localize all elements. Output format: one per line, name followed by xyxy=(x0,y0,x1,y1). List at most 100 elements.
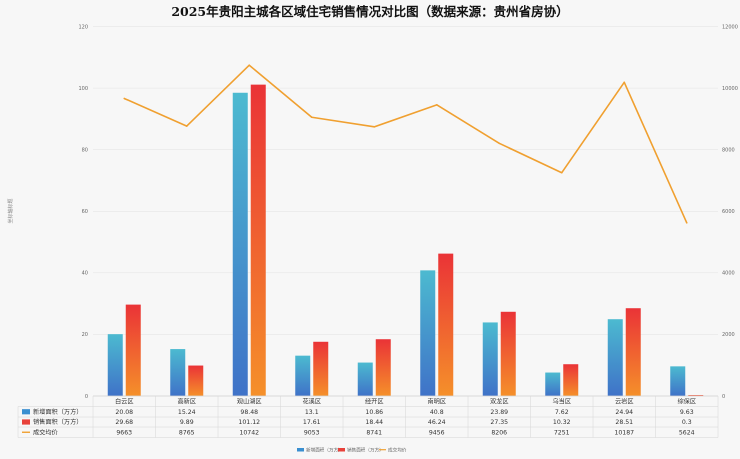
data-label: 29.68 xyxy=(115,419,133,426)
bars xyxy=(93,84,718,397)
bar-sold-area xyxy=(188,365,204,396)
table-series-name: 销售面积（万方） xyxy=(33,418,83,426)
data-label: 9053 xyxy=(304,429,320,436)
data-label: 20.08 xyxy=(115,409,133,416)
legend: 新增面积（万方） 销售面积（万方） 成交均价 xyxy=(297,446,407,453)
bar-new-area xyxy=(607,319,623,396)
bar-new-area xyxy=(420,270,436,396)
data-label: 7251 xyxy=(554,429,570,436)
y-right-tick-label: 4000 xyxy=(722,271,735,277)
y-left-tick-label: 120 xyxy=(78,24,88,30)
data-label: 8741 xyxy=(366,429,382,436)
x-tick-label: 双龙区 xyxy=(490,397,509,405)
data-label: 24.94 xyxy=(615,409,633,416)
price-point xyxy=(498,142,501,145)
y-right-tick-label: 2000 xyxy=(722,332,735,338)
y-right-tick-label: 8000 xyxy=(722,147,735,153)
gridlines xyxy=(93,26,718,397)
bar-sold-area xyxy=(313,341,329,396)
y-left-tick-label: 80 xyxy=(82,147,88,153)
y-right-tick-label: 10000 xyxy=(722,86,738,92)
data-label: 0.3 xyxy=(682,419,692,426)
y-axis-title: 坐标轴标题 xyxy=(7,198,14,223)
data-label: 15.24 xyxy=(178,409,196,416)
price-point xyxy=(623,81,626,84)
y-right-tick-label: 12000 xyxy=(722,24,738,30)
data-label: 10742 xyxy=(239,429,259,436)
table-series-name: 成交均价 xyxy=(33,428,58,436)
bar-sold-area xyxy=(125,304,141,396)
data-label: 10.86 xyxy=(365,409,383,416)
y-left-tick-label: 100 xyxy=(78,86,88,92)
legend-label: 新增面积（万方） xyxy=(306,446,343,453)
x-tick-label: 观山湖区 xyxy=(237,397,262,405)
bar-new-area xyxy=(482,322,498,396)
bar-sold-area xyxy=(438,253,454,396)
legend-key xyxy=(338,448,345,452)
data-label: 9.89 xyxy=(180,419,194,426)
table-series-key xyxy=(22,419,30,425)
x-tick-label: 乌当区 xyxy=(552,397,571,405)
data-label: 7.62 xyxy=(555,409,569,416)
x-tick-label: 云岩区 xyxy=(615,397,634,405)
price-point xyxy=(560,171,563,174)
bar-sold-area xyxy=(250,84,266,396)
data-label: 10.32 xyxy=(553,419,571,426)
bar-sold-area xyxy=(500,311,516,396)
bar-sold-area xyxy=(375,339,391,396)
data-label: 28.51 xyxy=(615,419,633,426)
price-point xyxy=(185,125,188,127)
y-left-tick-label: 40 xyxy=(82,271,88,277)
data-label: 101.12 xyxy=(238,419,260,426)
x-tick-label: 花溪区 xyxy=(302,397,321,405)
data-label: 8765 xyxy=(179,429,195,436)
bar-new-area xyxy=(232,92,248,396)
legend-label: 销售面积（万方） xyxy=(347,446,384,453)
price-line-path xyxy=(123,64,688,224)
data-label: 46.24 xyxy=(428,419,446,426)
x-tick-label: 白云区 xyxy=(115,397,134,405)
data-label: 27.35 xyxy=(490,419,508,426)
bar-new-area xyxy=(107,334,123,396)
chart-title: 2025年贵阳主城各区域住宅销售情况对比图（数据来源：贵州省房协） xyxy=(171,4,568,19)
x-tick-label: 南明区 xyxy=(427,397,446,405)
y-left-tick-label: 60 xyxy=(82,209,88,215)
x-tick-label: 高新区 xyxy=(177,397,196,405)
price-point xyxy=(685,222,688,224)
legend-key xyxy=(297,448,304,452)
x-tick-label: 经开区 xyxy=(365,397,384,405)
bar-sold-area xyxy=(625,308,641,396)
price-point xyxy=(310,116,313,119)
data-label: 9.63 xyxy=(680,409,694,416)
bar-sold-area xyxy=(563,364,579,396)
data-label: 17.61 xyxy=(303,419,321,426)
data-label: 18.44 xyxy=(365,419,383,426)
bar-new-area xyxy=(295,355,311,396)
x-tick-label: 综保区 xyxy=(677,397,696,405)
bar-new-area xyxy=(545,372,561,396)
bar-sold-area xyxy=(688,395,704,396)
y-left-tick-label: 20 xyxy=(82,332,88,338)
data-label: 10187 xyxy=(614,429,634,436)
data-label: 98.48 xyxy=(240,409,258,416)
axis-ticks: 0 20 40 60 80 100 120 0 2000 4000 6000 8000 10000 120… xyxy=(78,24,738,399)
y-right-tick-label: 6000 xyxy=(722,209,735,215)
legend-label: 成交均价 xyxy=(388,446,407,453)
bar-new-area xyxy=(170,349,186,396)
data-label: 40.8 xyxy=(430,409,444,416)
price-line xyxy=(123,64,688,224)
data-label: 8206 xyxy=(491,429,507,436)
price-point xyxy=(435,104,438,106)
bar-new-area xyxy=(670,366,686,396)
data-label: 9456 xyxy=(429,429,445,436)
table-series-name: 新增面积（万方） xyxy=(33,408,83,416)
price-point xyxy=(123,97,126,100)
data-label: 23.89 xyxy=(490,409,508,416)
data-label: 13.1 xyxy=(305,409,319,416)
table-series-key xyxy=(22,409,30,415)
price-point xyxy=(248,64,251,67)
bar-new-area xyxy=(357,362,373,396)
data-label: 9663 xyxy=(116,429,132,436)
